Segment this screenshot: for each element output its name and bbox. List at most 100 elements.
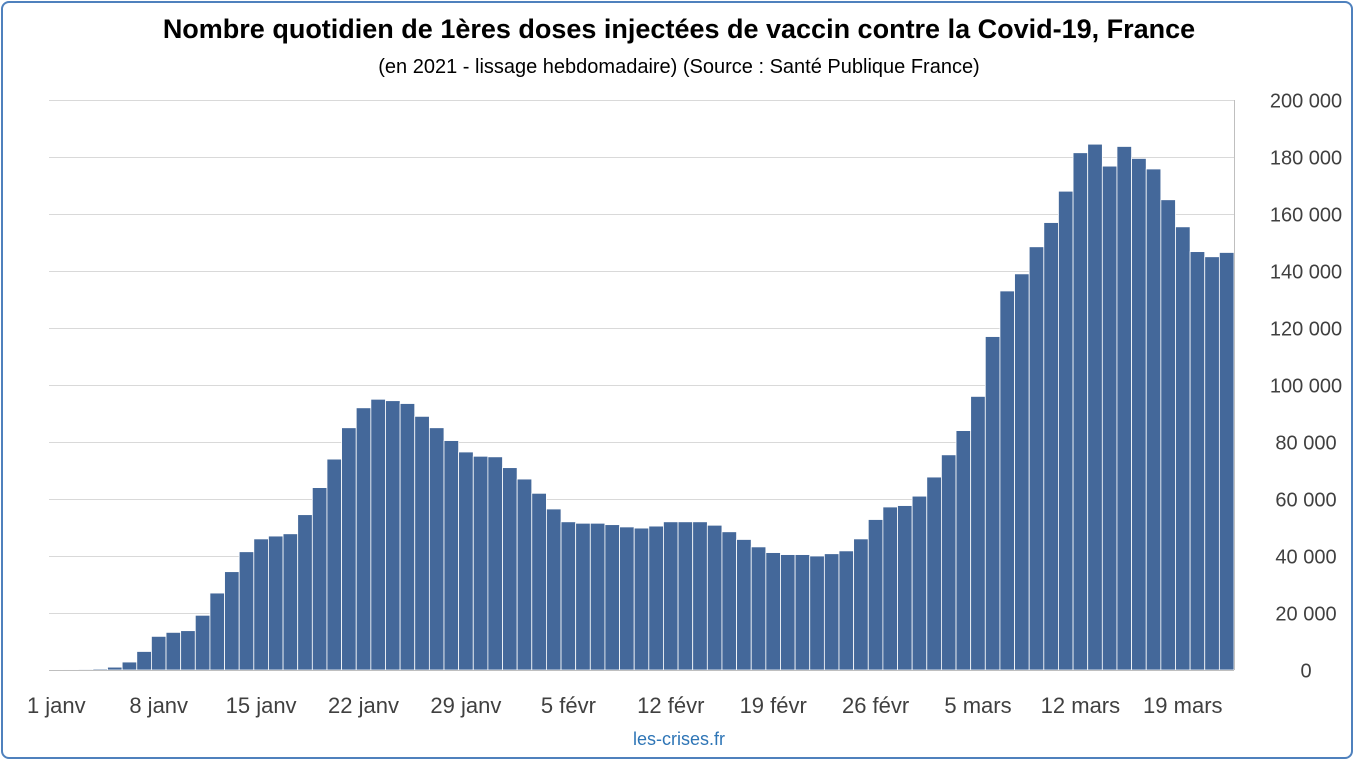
bar: [970, 395, 986, 671]
bar: [633, 527, 650, 671]
bar: [121, 661, 138, 671]
bar: [428, 427, 445, 671]
bar: [999, 290, 1015, 671]
bar: [1043, 222, 1059, 671]
bar: [736, 539, 752, 671]
bar: [1014, 273, 1030, 671]
bar: [1175, 226, 1191, 671]
bar: [941, 454, 957, 671]
y-tick-label: 120 000: [1270, 319, 1342, 341]
y-tick-label: 0: [1300, 661, 1311, 683]
bar: [1087, 143, 1103, 671]
bar: [838, 550, 855, 671]
y-tick-label: 200 000: [1270, 91, 1342, 113]
x-tick-label: 5 mars: [944, 693, 1011, 718]
bar: [399, 403, 416, 671]
bar: [765, 552, 781, 671]
bar: [1101, 165, 1118, 671]
bar: [677, 521, 694, 671]
bar: [1058, 190, 1074, 671]
bar: [282, 533, 299, 671]
bar: [706, 524, 723, 671]
bar: [458, 451, 474, 671]
bar: [911, 495, 928, 671]
x-tick-label: 26 févr: [842, 693, 909, 718]
bar: [1131, 158, 1147, 671]
bar: [136, 651, 152, 671]
bar: [311, 487, 328, 671]
y-tick-label: 20 000: [1275, 604, 1336, 626]
y-axis-tick-labels: 0 20 000 40 000 60 000 80 000 100 000 120 000 1…: [1270, 91, 1342, 683]
bar: [809, 555, 825, 671]
x-tick-label: 19 mars: [1143, 693, 1222, 718]
x-tick-label: 1 janv: [27, 693, 86, 718]
bar: [151, 635, 167, 671]
bar: [1145, 168, 1162, 671]
bar: [794, 554, 811, 671]
bar: [692, 521, 708, 671]
bar: [165, 631, 182, 671]
bar: [663, 521, 679, 671]
x-tick-label: 12 mars: [1041, 693, 1120, 718]
bar: [867, 519, 884, 671]
bar: [487, 456, 503, 671]
bar: [516, 478, 533, 671]
bar: [502, 467, 518, 671]
x-tick-label: 5 févr: [541, 693, 596, 718]
bar: [1160, 199, 1176, 671]
x-tick-label: 12 févr: [637, 693, 704, 718]
bar: [355, 407, 372, 671]
bar: [414, 415, 430, 671]
bar: [560, 521, 577, 671]
chart-subtitle: (en 2021 - lissage hebdomadaire) (Source…: [378, 56, 980, 78]
bar: [897, 505, 913, 671]
bar: [472, 455, 489, 671]
x-tick-label: 29 janv: [430, 693, 501, 718]
bar: [1028, 246, 1045, 671]
bar: [107, 666, 123, 671]
bar: [882, 506, 898, 671]
bar: [1189, 251, 1206, 671]
bar: [238, 551, 255, 671]
bar: [648, 525, 664, 671]
x-tick-label: 19 févr: [740, 693, 807, 718]
bar-series: [48, 143, 1235, 671]
bar: [1218, 252, 1235, 671]
bar: [853, 538, 869, 671]
bar: [385, 400, 401, 671]
bar: [77, 668, 94, 671]
x-tick-label: 22 janv: [328, 693, 399, 718]
bar: [823, 553, 840, 671]
x-tick-label: 8 janv: [129, 693, 188, 718]
bar: [268, 535, 284, 671]
bar: [721, 531, 737, 671]
y-tick-label: 180 000: [1270, 148, 1342, 170]
bar: [926, 476, 942, 671]
y-tick-label: 160 000: [1270, 205, 1342, 227]
axes: [49, 100, 1235, 671]
bar: [604, 524, 620, 671]
bar: [297, 514, 313, 671]
bar: [180, 630, 196, 671]
bar: [984, 336, 1001, 671]
y-tick-label: 60 000: [1275, 490, 1336, 512]
bar: [589, 522, 606, 671]
bar: [92, 668, 108, 671]
bar: [750, 546, 767, 671]
bar: [575, 522, 591, 671]
bar: [209, 592, 225, 671]
bar: [63, 669, 79, 671]
y-tick-label: 100 000: [1270, 376, 1342, 398]
bar: [955, 430, 972, 671]
source-credit: les-crises.fr: [632, 729, 725, 749]
bar: [546, 508, 562, 671]
bar: [531, 492, 547, 671]
bar: [326, 458, 342, 671]
x-tick-label: 15 janv: [226, 693, 297, 718]
bar: [780, 554, 796, 671]
bar: [443, 440, 460, 671]
bar: [370, 398, 386, 671]
bar: [1072, 152, 1089, 671]
bar: [224, 571, 240, 671]
